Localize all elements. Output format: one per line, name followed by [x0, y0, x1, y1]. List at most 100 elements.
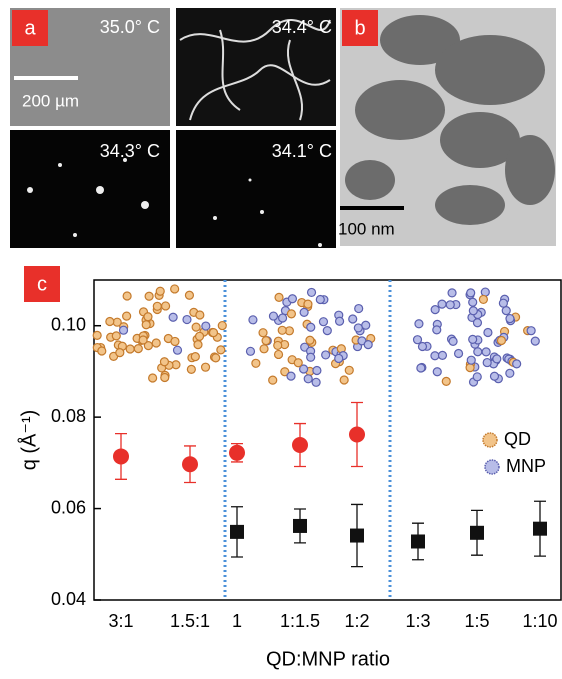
particle: [118, 325, 129, 335]
particle: [437, 299, 447, 309]
particle: [437, 350, 448, 361]
particle: [125, 344, 135, 354]
particle: [492, 354, 502, 364]
particle: [182, 314, 192, 325]
y-tick-label: 0.06: [51, 497, 86, 517]
particle: [489, 371, 500, 381]
particle: [453, 348, 464, 359]
panel-label: b: [354, 17, 365, 39]
particle: [277, 325, 287, 335]
micrograph: [176, 130, 336, 248]
particle: [216, 345, 226, 355]
particle: [170, 336, 180, 347]
x-tick-label: 1:5: [464, 611, 489, 631]
particle: [480, 287, 490, 297]
particle: [190, 352, 200, 362]
particle: [160, 372, 170, 383]
marker: [229, 444, 245, 461]
particle: [448, 336, 458, 346]
particle: [306, 287, 317, 298]
particle: [143, 312, 153, 322]
y-tick-label: 0.10: [51, 314, 86, 334]
temperature: 34.3° C: [100, 141, 160, 161]
particle: [432, 325, 442, 335]
particle: [498, 298, 508, 308]
scale-text: 100 nm: [338, 219, 395, 238]
scale-text: 200 µm: [22, 91, 79, 110]
particle: [430, 351, 440, 361]
particle: [354, 303, 364, 314]
panel-label-box: [24, 266, 60, 302]
particle: [211, 353, 221, 363]
particle: [318, 317, 329, 327]
particle: [168, 312, 178, 322]
particle: [133, 344, 143, 354]
temperature: 35.0° C: [100, 17, 160, 37]
particle: [526, 326, 536, 336]
cluster-illustrations: [92, 284, 540, 387]
x-tick-label: 1:10: [522, 611, 557, 631]
particle: [268, 375, 278, 385]
particle: [312, 365, 322, 376]
particle: [353, 323, 363, 333]
particle: [344, 365, 354, 375]
particle: [473, 347, 483, 357]
temperature: 34.4° C: [272, 17, 332, 37]
y-axis-title: q (Å⁻¹): [17, 410, 40, 471]
x-tick-label: 1:1.5: [280, 611, 320, 631]
marker: [411, 534, 425, 549]
particle: [445, 300, 455, 310]
legend-marker: [484, 459, 500, 475]
particle: [151, 338, 161, 348]
particle: [530, 336, 540, 346]
x-tick-label: 1:2: [344, 611, 369, 631]
panel-label: c: [37, 273, 47, 295]
marker: [293, 518, 307, 533]
particle: [122, 291, 132, 301]
panel-label: a: [24, 17, 36, 39]
particle: [268, 311, 279, 321]
x-tick-label: 1:3: [405, 611, 430, 631]
particle: [191, 322, 201, 332]
particle: [160, 301, 171, 311]
particle: [201, 321, 211, 331]
particle: [306, 352, 316, 362]
x-axis-title: QD:MNP ratio: [266, 648, 390, 670]
particle: [141, 320, 151, 330]
particle: [483, 327, 493, 338]
particle: [148, 373, 158, 383]
particle: [468, 334, 478, 344]
legend-label: MNP: [506, 456, 546, 476]
particle: [111, 331, 121, 341]
particle: [447, 288, 457, 298]
particle: [261, 336, 271, 346]
particle: [417, 341, 428, 352]
particle: [194, 331, 205, 341]
particle: [286, 371, 296, 381]
marker: [349, 426, 365, 443]
particle: [251, 358, 261, 368]
panel-label-box: [12, 10, 48, 46]
particle: [472, 318, 483, 328]
particle: [170, 284, 180, 294]
particle: [472, 372, 482, 382]
particle: [315, 294, 325, 305]
particle: [208, 327, 219, 338]
particle: [122, 311, 132, 321]
particle: [322, 325, 332, 336]
particle: [200, 362, 211, 372]
particle: [97, 346, 107, 356]
particle: [505, 368, 515, 378]
particle: [193, 340, 203, 350]
particle: [334, 316, 345, 326]
particle: [305, 335, 315, 345]
marker: [113, 448, 129, 465]
marker: [533, 521, 547, 536]
particle: [184, 290, 195, 300]
particle: [277, 313, 288, 323]
particle: [466, 355, 476, 365]
particle: [512, 359, 522, 369]
particle: [144, 291, 154, 301]
particle: [92, 330, 102, 340]
